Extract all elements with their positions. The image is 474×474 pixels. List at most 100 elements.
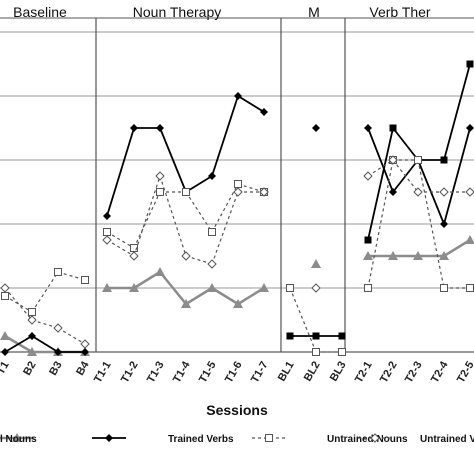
square-marker xyxy=(364,236,372,244)
x-tick-label: T2-5 xyxy=(455,360,474,386)
data-point xyxy=(102,235,112,245)
series-segment xyxy=(106,127,135,217)
open-square-marker xyxy=(466,284,474,292)
data-point xyxy=(286,284,294,292)
series-segment xyxy=(159,175,187,257)
open-square-marker xyxy=(208,228,216,236)
diamond-marker xyxy=(312,124,320,132)
triangle-marker xyxy=(259,283,269,292)
open-diamond-marker xyxy=(413,187,423,197)
open-square-marker xyxy=(81,276,89,284)
series-segment xyxy=(237,95,265,113)
data-point xyxy=(312,332,320,340)
diamond-marker xyxy=(466,124,474,132)
open-diamond-marker xyxy=(439,187,449,197)
triangle-marker xyxy=(129,283,139,292)
legend-marker xyxy=(12,433,22,442)
open-square-marker xyxy=(440,284,448,292)
series xyxy=(1,92,474,356)
legend-marker xyxy=(370,433,380,443)
data-point xyxy=(181,299,191,308)
data-point xyxy=(155,267,165,276)
data-point xyxy=(130,124,138,132)
x-tick-label: T1-6 xyxy=(223,360,245,386)
series xyxy=(1,156,474,356)
open-square-marker xyxy=(234,180,242,188)
open-diamond-marker xyxy=(80,339,90,349)
x-tick-label: T1-2 xyxy=(119,360,141,386)
open-diamond-marker xyxy=(465,187,474,197)
data-point xyxy=(28,308,36,316)
series-segment xyxy=(31,335,59,353)
data-point xyxy=(465,235,474,244)
diamond-marker xyxy=(54,348,62,356)
series-segment xyxy=(392,127,419,161)
phase-title: Baseline xyxy=(13,4,67,20)
triangle-marker xyxy=(181,299,191,308)
legend-label: Trained Verbs xyxy=(168,434,234,445)
open-square-marker xyxy=(28,308,36,316)
open-square-marker xyxy=(286,284,294,292)
data-point xyxy=(389,188,397,196)
diamond-marker xyxy=(156,124,164,132)
series xyxy=(0,235,474,356)
open-diamond-marker xyxy=(311,283,321,293)
data-point xyxy=(286,332,294,340)
open-diamond-marker xyxy=(27,315,37,325)
triangle-marker xyxy=(311,259,321,268)
diamond-marker xyxy=(103,212,111,220)
open-diamond-marker xyxy=(0,283,10,293)
legend-marker xyxy=(265,434,273,442)
data-point xyxy=(81,276,89,284)
data-point xyxy=(363,171,373,181)
data-point xyxy=(440,284,448,292)
triangle-marker xyxy=(413,251,423,260)
data-point xyxy=(466,60,474,68)
square-marker xyxy=(440,156,448,164)
data-point xyxy=(259,283,269,292)
data-point xyxy=(0,331,10,340)
series-segment xyxy=(4,335,33,353)
series-segment xyxy=(289,287,317,353)
data-point xyxy=(413,251,423,260)
series-segment xyxy=(159,127,187,193)
x-tick-label: T1-4 xyxy=(171,359,193,385)
data-point xyxy=(233,187,243,197)
open-square-marker xyxy=(364,284,372,292)
data-point xyxy=(338,332,346,340)
data-point xyxy=(1,348,9,356)
open-diamond-marker xyxy=(363,171,373,181)
series-segment xyxy=(392,159,419,193)
open-square-marker xyxy=(338,348,346,356)
data-point xyxy=(208,172,216,180)
series-segment xyxy=(211,286,239,306)
legend-label: Untrained Verbs xyxy=(420,434,474,445)
data-point xyxy=(103,212,111,220)
series-segment xyxy=(367,127,394,241)
phase-title: M xyxy=(308,4,320,20)
triangle-marker xyxy=(233,299,243,308)
data-point xyxy=(388,155,398,165)
square-marker xyxy=(312,332,320,340)
open-square-marker xyxy=(1,292,9,300)
data-point xyxy=(414,156,422,164)
x-tick-label: BL3 xyxy=(328,360,349,384)
open-diamond-marker xyxy=(370,433,380,443)
open-diamond-marker xyxy=(155,171,165,181)
series-segment xyxy=(185,286,213,306)
data-point xyxy=(208,228,216,236)
open-diamond-marker xyxy=(259,187,269,197)
series-segment xyxy=(185,191,213,233)
data-point xyxy=(439,187,449,197)
data-point xyxy=(364,236,372,244)
open-square-marker xyxy=(103,228,111,236)
data-point xyxy=(364,124,372,132)
series-segment xyxy=(57,327,86,345)
x-tick-label: BL1 xyxy=(276,360,297,384)
x-tick-label: T2-2 xyxy=(378,360,400,386)
x-tick-label: T1-5 xyxy=(197,360,219,386)
data-point xyxy=(54,268,62,276)
series-segment xyxy=(31,319,59,329)
x-tick-label: BL2 xyxy=(302,360,323,384)
